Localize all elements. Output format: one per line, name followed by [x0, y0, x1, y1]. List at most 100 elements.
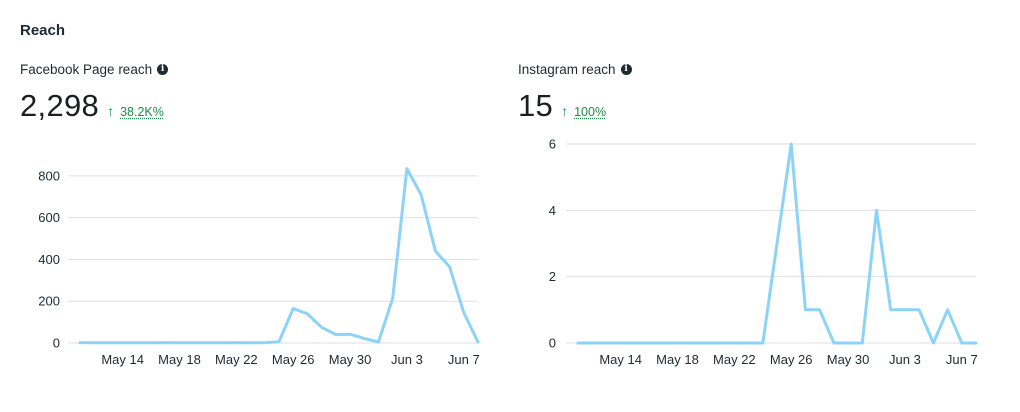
data-point[interactable]: [589, 340, 595, 346]
data-point[interactable]: [333, 332, 339, 338]
data-point[interactable]: [774, 241, 780, 247]
y-tick-label: 0: [549, 336, 556, 351]
x-tick-label: May 18: [158, 352, 201, 367]
section-title: Reach: [20, 22, 66, 39]
data-point[interactable]: [646, 340, 652, 346]
data-point[interactable]: [148, 340, 154, 346]
data-point[interactable]: [233, 340, 239, 346]
x-tick-label: May 22: [215, 352, 258, 367]
instagram-reach-metric: 15 ↑ 100%: [518, 88, 606, 124]
data-point[interactable]: [746, 340, 752, 346]
instagram-reach-chart: 0 2 4 6 May 14 May 18 May 22 May 26 May 30 Jun 3 J…: [549, 137, 979, 368]
data-point[interactable]: [432, 248, 438, 254]
data-point[interactable]: [675, 340, 681, 346]
y-tick-label: 200: [38, 294, 60, 309]
data-point[interactable]: [447, 264, 453, 270]
data-point[interactable]: [162, 340, 168, 346]
data-point[interactable]: [177, 340, 183, 346]
data-point[interactable]: [632, 340, 638, 346]
data-point[interactable]: [319, 324, 325, 330]
data-point[interactable]: [105, 340, 111, 346]
data-point[interactable]: [276, 339, 282, 345]
data-point[interactable]: [916, 307, 922, 313]
facebook-reach-chart: 0 200 400 600 800 May 14 May 18 May 22 May 26 May…: [38, 166, 481, 367]
arrow-up-icon: ↑: [107, 103, 115, 119]
data-point[interactable]: [248, 340, 254, 346]
data-point[interactable]: [845, 340, 851, 346]
data-point[interactable]: [219, 340, 225, 346]
facebook-reach-label-row: Facebook Page reach i: [20, 62, 169, 77]
y-tick-label: 6: [549, 137, 556, 152]
x-tick-label: Jun 3: [889, 352, 921, 367]
facebook-reach-value: 2,298: [20, 88, 100, 123]
data-point[interactable]: [134, 340, 140, 346]
x-tick-label: May 26: [272, 352, 315, 367]
facebook-reach-label: Facebook Page reach: [20, 62, 153, 77]
data-point[interactable]: [390, 295, 396, 301]
x-tick-label: Jun 7: [946, 352, 978, 367]
series-line[interactable]: [576, 142, 978, 345]
data-point[interactable]: [717, 340, 723, 346]
data-point[interactable]: [902, 307, 908, 313]
data-point[interactable]: [689, 340, 695, 346]
data-point[interactable]: [660, 340, 666, 346]
series-line[interactable]: [78, 167, 480, 345]
instagram-reach-label-row: Instagram reach i: [518, 62, 632, 77]
data-point[interactable]: [575, 340, 581, 346]
info-icon[interactable]: i: [157, 64, 169, 75]
instagram-reach-value: 15: [518, 88, 554, 123]
data-point[interactable]: [788, 141, 794, 147]
y-tick-label: 400: [38, 252, 60, 267]
data-point[interactable]: [191, 340, 197, 346]
x-tick-label: May 18: [656, 352, 699, 367]
y-tick-label: 0: [53, 336, 60, 351]
data-point[interactable]: [831, 340, 837, 346]
data-point[interactable]: [859, 340, 865, 346]
data-point[interactable]: [120, 340, 126, 346]
x-tick-label: Jun 3: [391, 352, 423, 367]
data-point[interactable]: [930, 340, 936, 346]
data-point[interactable]: [618, 340, 624, 346]
data-point[interactable]: [874, 207, 880, 213]
data-point[interactable]: [91, 340, 97, 346]
instagram-reach-panel: Instagram reach i 15 ↑ 100% 0 2 4 6 May 14 Ma…: [498, 0, 998, 412]
x-tick-label: May 14: [599, 352, 642, 367]
data-point[interactable]: [304, 311, 310, 317]
data-point[interactable]: [376, 339, 382, 345]
data-point[interactable]: [361, 335, 367, 341]
data-point[interactable]: [347, 331, 353, 337]
data-point[interactable]: [802, 307, 808, 313]
data-point[interactable]: [760, 340, 766, 346]
data-point[interactable]: [731, 340, 737, 346]
data-point[interactable]: [475, 339, 481, 345]
info-icon[interactable]: i: [620, 64, 632, 75]
data-point[interactable]: [817, 307, 823, 313]
data-point[interactable]: [290, 306, 296, 312]
data-point[interactable]: [973, 340, 979, 346]
data-point[interactable]: [959, 340, 965, 346]
data-point[interactable]: [77, 340, 83, 346]
x-tick-label: May 26: [770, 352, 813, 367]
data-point[interactable]: [461, 310, 467, 316]
x-tick-label: May 30: [329, 352, 372, 367]
facebook-reach-delta-value[interactable]: 38.2K%: [120, 105, 164, 119]
data-point[interactable]: [262, 340, 268, 346]
data-point[interactable]: [888, 307, 894, 313]
data-point[interactable]: [404, 166, 410, 172]
facebook-reach-metric: 2,298 ↑ 38.2K%: [20, 88, 164, 124]
y-tick-label: 2: [549, 269, 556, 284]
x-tick-label: May 22: [713, 352, 756, 367]
instagram-reach-delta[interactable]: ↑ 100%: [561, 103, 606, 119]
y-tick-label: 600: [38, 210, 60, 225]
y-tick-label: 4: [549, 203, 556, 218]
x-tick-label: May 14: [101, 352, 144, 367]
y-tick-label: 800: [38, 168, 60, 183]
data-point[interactable]: [945, 307, 951, 313]
instagram-reach-delta-value[interactable]: 100%: [574, 105, 607, 119]
facebook-reach-delta[interactable]: ↑ 38.2K%: [107, 103, 164, 119]
data-point[interactable]: [703, 340, 709, 346]
data-point[interactable]: [603, 340, 609, 346]
x-tick-label: Jun 7: [448, 352, 480, 367]
data-point[interactable]: [418, 192, 424, 198]
data-point[interactable]: [205, 340, 211, 346]
